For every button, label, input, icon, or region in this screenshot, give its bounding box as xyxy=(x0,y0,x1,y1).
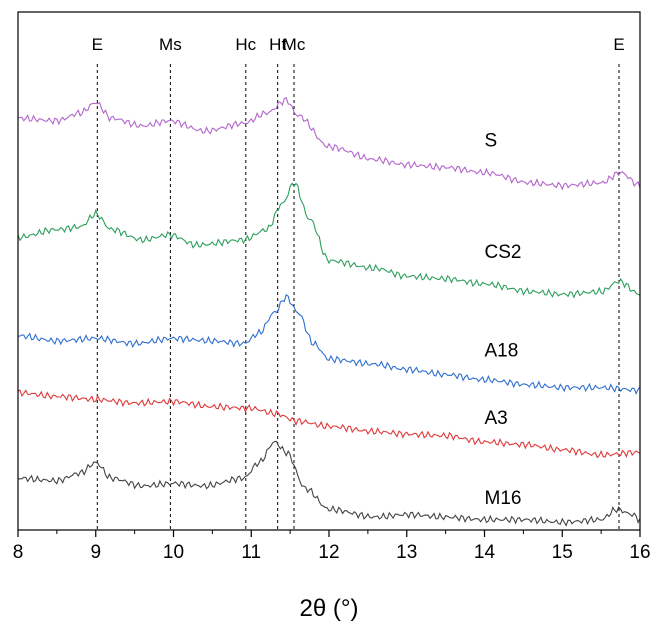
series-label-a3: A3 xyxy=(485,408,508,429)
x-tick-label-15: 15 xyxy=(552,542,573,563)
x-axis-title: 2θ (°) xyxy=(300,595,359,622)
series-label-cs2: CS2 xyxy=(485,242,522,263)
x-tick-label-9: 9 xyxy=(90,542,101,563)
reference-label-e-0: E xyxy=(92,35,103,54)
series-lines xyxy=(18,98,640,526)
plot-frame xyxy=(18,12,640,530)
x-tick-label-12: 12 xyxy=(318,542,339,563)
series-line-m16 xyxy=(18,441,640,525)
series-line-a18 xyxy=(18,295,640,394)
series-line-a3 xyxy=(18,390,640,457)
reference-lines xyxy=(97,64,619,530)
series-labels: S CS2 A18 A3 M16 xyxy=(485,131,522,509)
x-tick-label-13: 13 xyxy=(396,542,417,563)
x-axis-tick-labels: 8 9 10 11 12 13 14 15 16 xyxy=(13,542,651,563)
x-tick-label-8: 8 xyxy=(13,542,24,563)
reference-label-hc-2: Hc xyxy=(235,35,256,54)
x-tick-label-10: 10 xyxy=(163,542,184,563)
reference-label-e-5: E xyxy=(613,35,624,54)
series-label-m16: M16 xyxy=(485,488,522,509)
x-tick-label-11: 11 xyxy=(241,542,261,563)
x-axis-ticks xyxy=(18,530,640,537)
reference-label-ms-1: Ms xyxy=(159,35,182,54)
series-line-s xyxy=(18,98,640,189)
series-label-s: S xyxy=(485,131,498,152)
series-line-cs2 xyxy=(18,183,640,297)
reference-label-mc-4: Mc xyxy=(283,35,306,54)
x-tick-label-14: 14 xyxy=(474,542,496,563)
series-label-a18: A18 xyxy=(485,340,519,361)
x-tick-label-16: 16 xyxy=(629,542,650,563)
